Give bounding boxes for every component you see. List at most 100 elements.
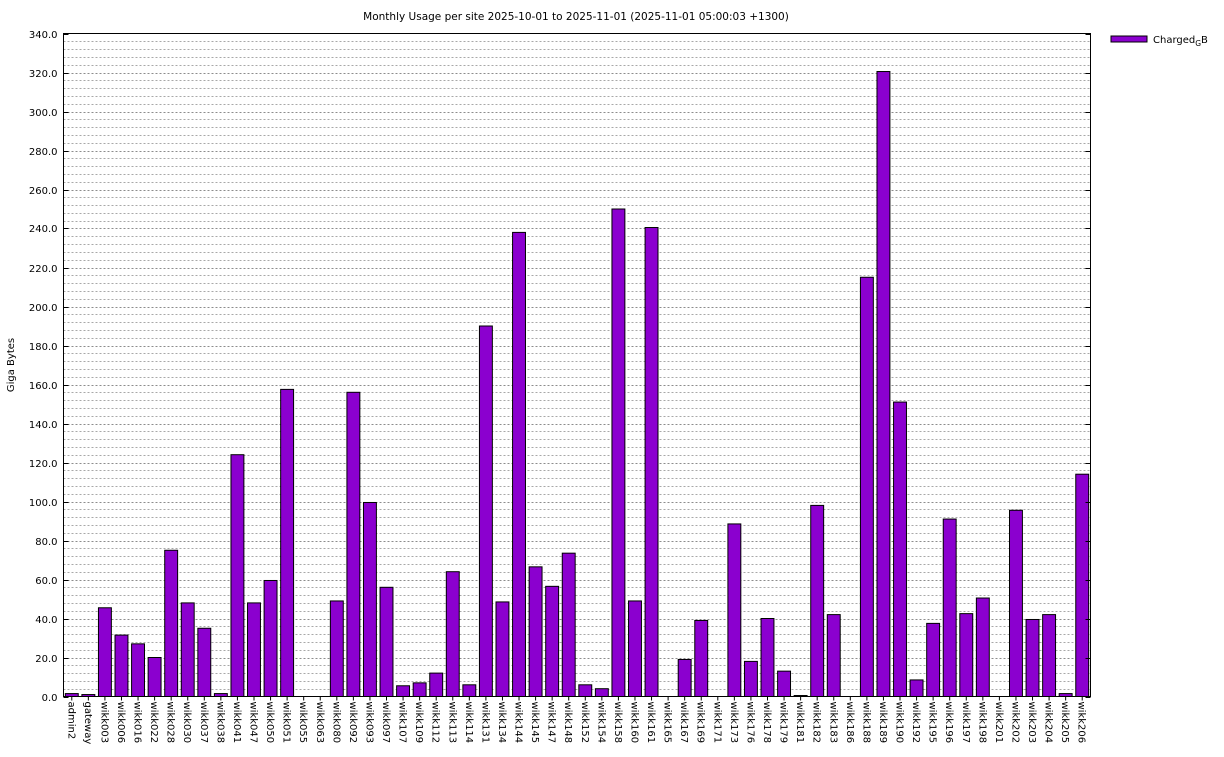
x-tick-label: wikk147 (546, 702, 557, 744)
bar-wikk028 (164, 549, 179, 697)
x-tick-label: wikk202 (1009, 702, 1020, 744)
x-tick-label: wikk186 (844, 702, 855, 744)
bar-wikk160 (628, 600, 642, 698)
x-tick-label: wikk006 (115, 702, 126, 744)
bar-wikk179 (777, 670, 792, 698)
bar-wikk022 (147, 657, 162, 697)
bar-wikk113 (445, 571, 460, 698)
bar-wikk107 (396, 685, 411, 698)
x-tick-label: wikk165 (662, 702, 673, 744)
bar-wikk051 (280, 388, 295, 698)
x-tick-label: wikk050 (264, 702, 275, 744)
x-tick-label: wikk145 (529, 702, 540, 744)
y-axis-ticks: 0.0 20.0 40.0 60.0 80.0 100.0 120.0 140.0 160.0 1… (29, 30, 1091, 704)
bar-wikk206 (1075, 473, 1090, 698)
x-tick-label: wikk182 (811, 702, 822, 744)
x-tick-label: wikk148 (562, 702, 573, 744)
bar-wikk003 (97, 607, 112, 698)
bar-wikk161 (644, 227, 659, 698)
y-tick-label: 220.0 (29, 264, 58, 275)
x-tick-label: wikk047 (247, 702, 258, 744)
x-tick-label: wikk093 (363, 702, 374, 744)
bar-wikk097 (379, 586, 394, 697)
x-tick-label: wikk178 (761, 702, 772, 744)
legend-series-suffix: B (1201, 35, 1208, 46)
x-tick-label: wikk169 (695, 702, 706, 744)
bar-wikk112 (429, 672, 444, 697)
bar-wikk182 (810, 504, 825, 697)
x-tick-label: wikk161 (645, 702, 656, 744)
x-tick-label: wikk030 (181, 702, 192, 744)
x-tick-label: wikk063 (314, 702, 325, 744)
x-tick-label: wikk131 (479, 702, 490, 744)
x-tick-label: wikk198 (976, 702, 987, 744)
x-tick-label: wikk195 (927, 702, 938, 744)
x-tick-label: wikk114 (463, 702, 474, 744)
grid-lines (63, 41, 1091, 690)
x-tick-label: wikk171 (711, 702, 722, 744)
bar-wikk144 (512, 231, 526, 697)
x-tick-label: wikk158 (612, 702, 623, 744)
bar-wikk167 (677, 658, 692, 698)
x-tick-label: wikk028 (165, 702, 176, 744)
bar-wikk047 (247, 602, 261, 698)
bar-wikk173 (727, 523, 742, 697)
plot-area-frame (63, 33, 1091, 697)
x-tick-label: wikk134 (496, 702, 507, 744)
bar-wikk006 (114, 634, 129, 698)
x-tick-label: gateway (82, 702, 93, 745)
y-tick-label: 160.0 (29, 381, 58, 392)
bars (64, 71, 1090, 698)
y-tick-label: 300.0 (29, 108, 58, 119)
bar-wikk131 (478, 325, 493, 697)
x-tick-label: wikk041 (231, 702, 242, 744)
x-tick-label: wikk205 (1059, 702, 1070, 744)
y-tick-label: 40.0 (35, 615, 57, 626)
bar-wikk204 (1042, 614, 1057, 697)
x-tick-label: wikk206 (1076, 702, 1087, 744)
bar-wikk198 (975, 597, 990, 698)
y-tick-label: 100.0 (29, 498, 58, 509)
bar-wikk109 (412, 682, 427, 697)
x-axis-ticks: admin2 gateway wikk003 wikk006 wikk016 wikk02… (65, 696, 1087, 745)
bar-wikk145 (528, 566, 543, 698)
x-tick-label: wikk190 (894, 702, 905, 744)
legend-series-name: Charged (1153, 35, 1195, 46)
bar-wikk195 (926, 622, 941, 698)
x-tick-label: wikk113 (446, 702, 457, 744)
x-tick-label: wikk189 (877, 702, 888, 744)
x-tick-label: wikk080 (330, 702, 341, 744)
x-tick-label: wikk107 (397, 702, 408, 744)
bar-wikk134 (495, 601, 510, 697)
bar-wikk147 (545, 585, 560, 698)
x-tick-label: wikk003 (98, 702, 109, 744)
x-tick-label: wikk037 (198, 702, 209, 744)
x-tick-label: wikk022 (148, 702, 159, 744)
x-tick-label: wikk016 (132, 702, 143, 744)
x-tick-label: wikk097 (380, 702, 391, 744)
x-tick-label: wikk092 (347, 702, 358, 744)
bar-wikk189 (876, 71, 891, 697)
bar-wikk169 (694, 619, 709, 698)
y-tick-label: 260.0 (29, 186, 58, 197)
x-tick-label: wikk038 (214, 702, 225, 744)
x-tick-label: wikk179 (778, 702, 789, 744)
bar-wikk196 (942, 518, 957, 697)
bar-wikk016 (131, 643, 146, 697)
y-tick-label: 80.0 (35, 537, 57, 548)
bar-wikk152 (578, 684, 593, 697)
x-tick-label: wikk183 (827, 702, 838, 744)
bar-wikk203 (1025, 618, 1040, 697)
y-tick-label: 0.0 (42, 693, 58, 704)
x-tick-label: wikk152 (579, 702, 590, 744)
y-tick-label: 60.0 (35, 576, 57, 587)
x-tick-label: wikk201 (993, 702, 1004, 744)
bar-wikk178 (760, 618, 775, 697)
x-tick-label: wikk051 (281, 702, 292, 744)
x-tick-label: wikk109 (413, 702, 424, 744)
bar-wikk176 (743, 660, 758, 698)
y-tick-label: 180.0 (29, 342, 58, 353)
bar-wikk093 (362, 501, 377, 698)
x-tick-label: wikk173 (728, 702, 739, 744)
y-tick-label: 200.0 (29, 303, 58, 314)
